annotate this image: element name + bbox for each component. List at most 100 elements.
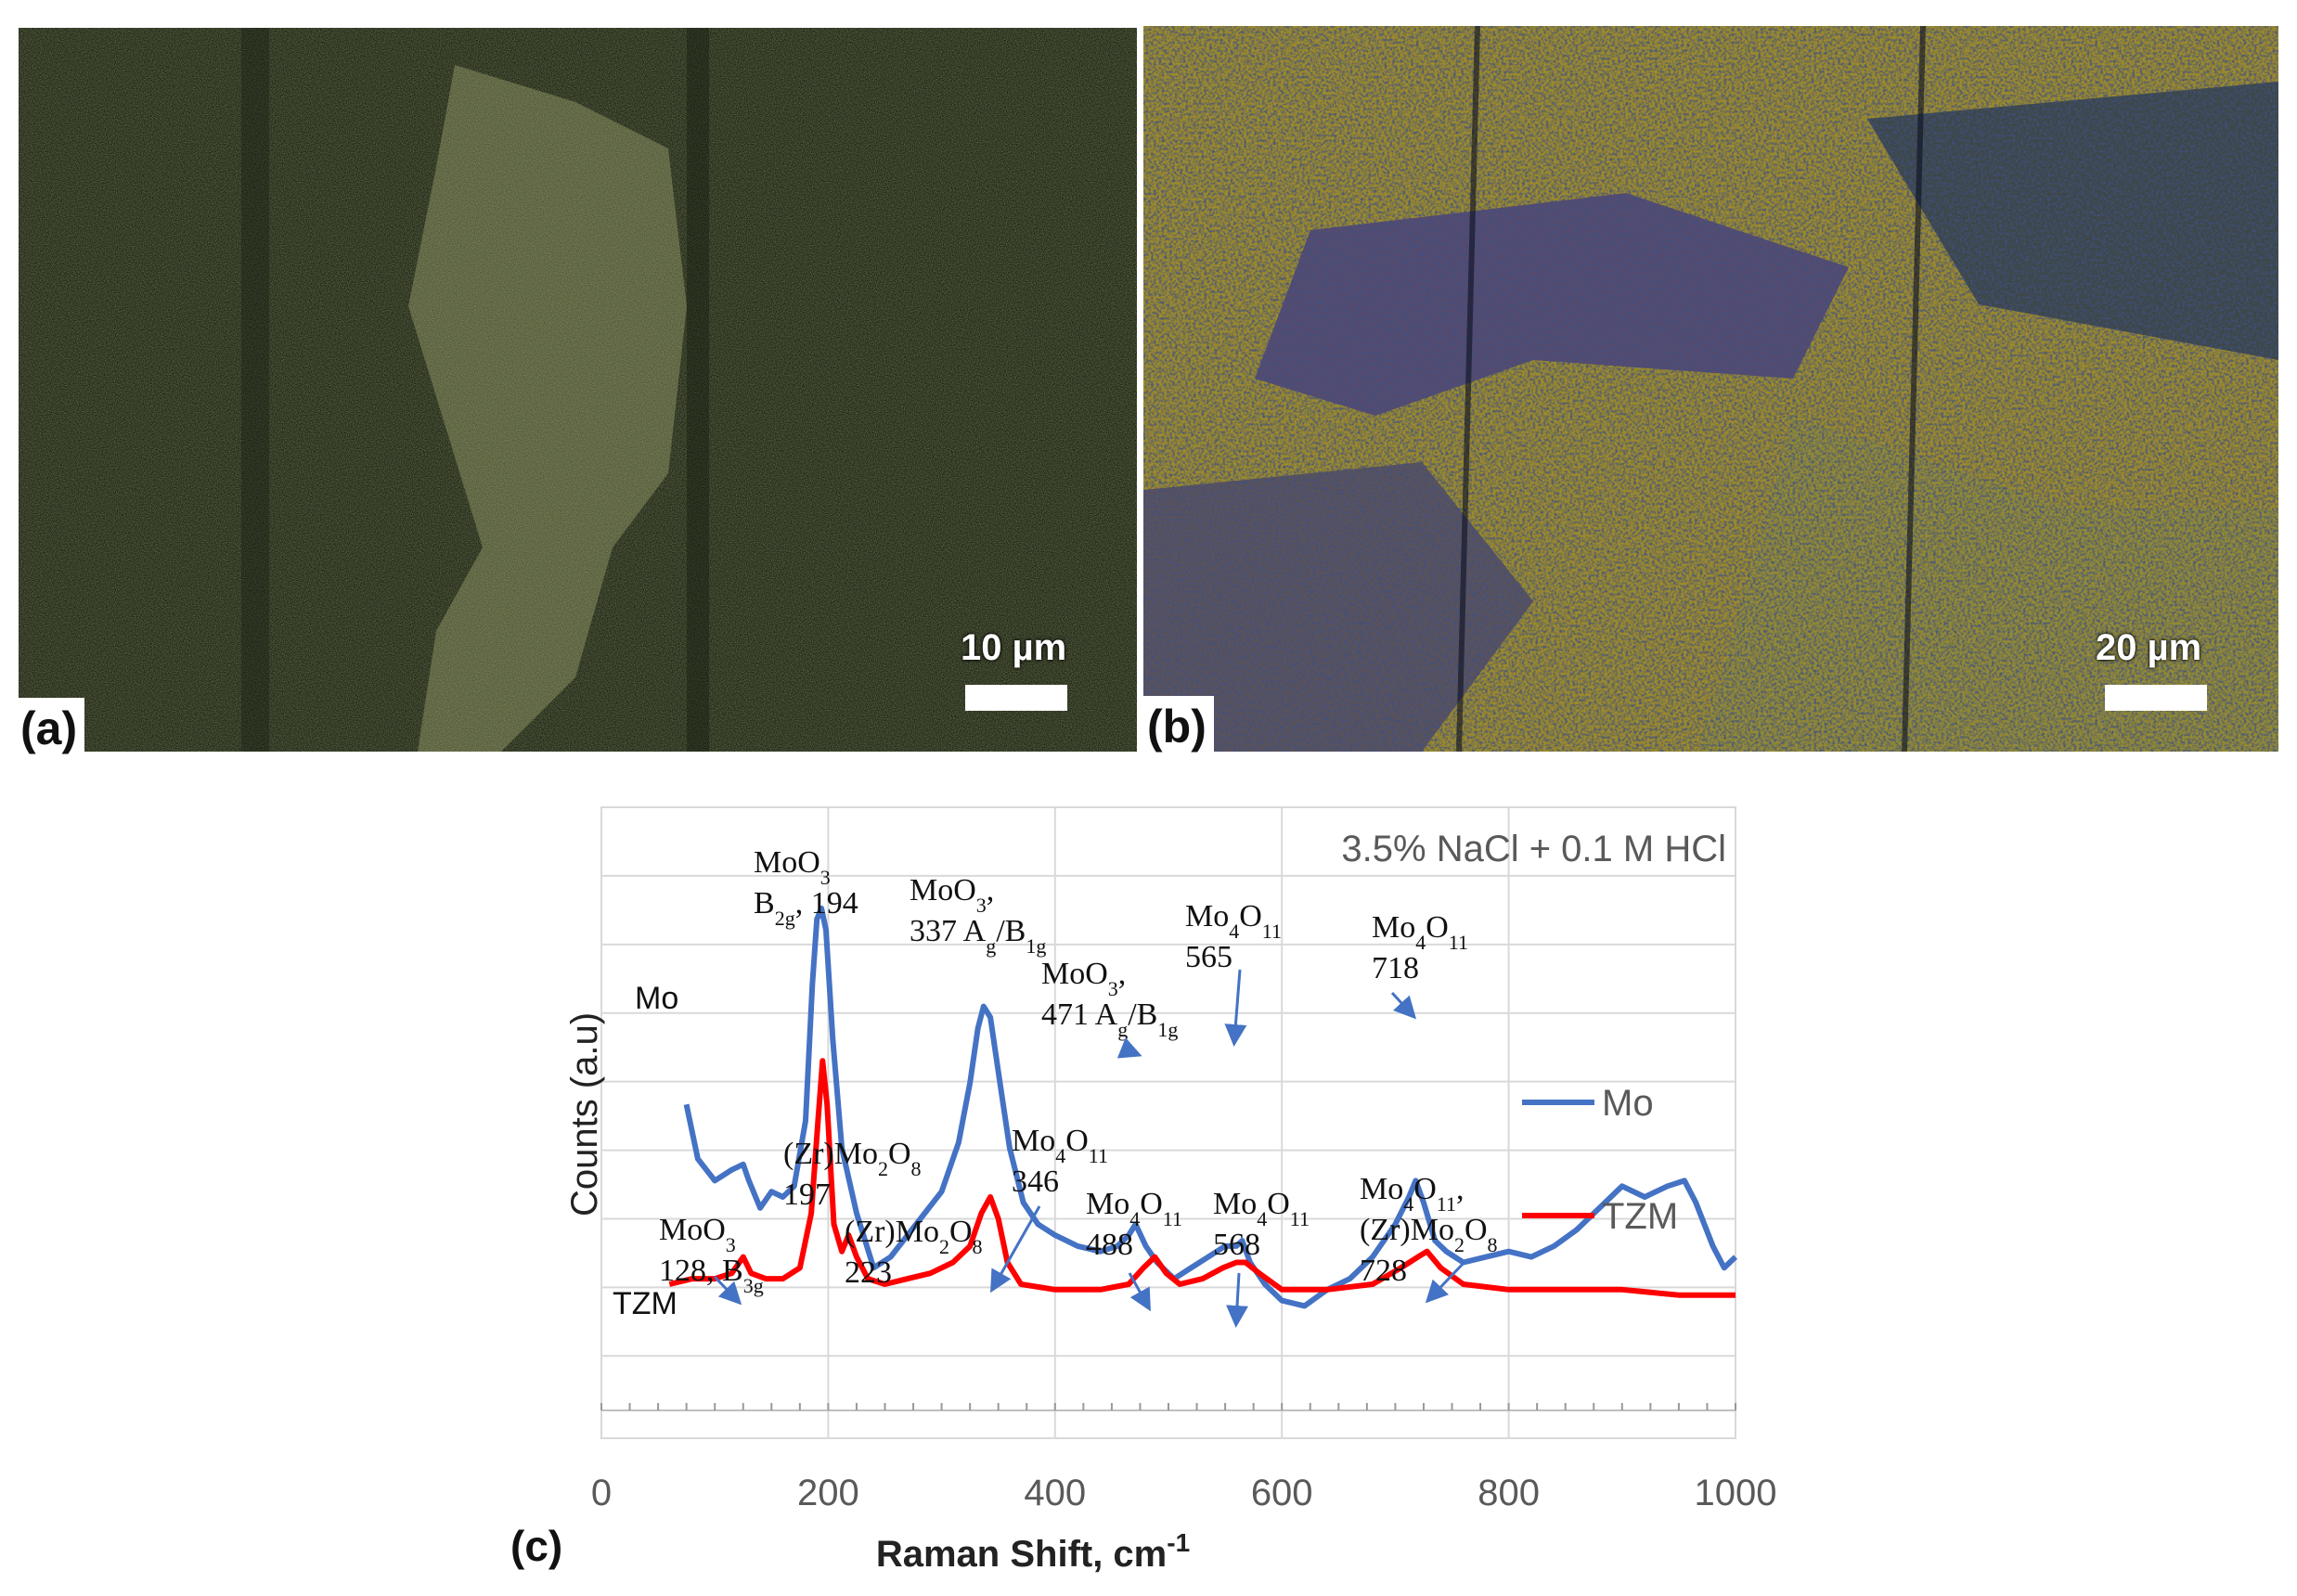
chart-condition-label: 3.5% NaCl + 0.1 M HCl [1341, 829, 1726, 869]
annotation-arrow [1425, 1258, 1468, 1304]
peak-annotation-text: 728 [1360, 1254, 1407, 1288]
peak-annotation-text: 128, B [659, 1254, 743, 1288]
curve-label-tzm: TZM [613, 1286, 677, 1321]
peak-annotation-text: 4 [1415, 931, 1426, 954]
scale-bar-a [965, 685, 1067, 711]
legend-label-tzm: TZM [1602, 1196, 1678, 1237]
x-tick-label: 1000 [1695, 1473, 1777, 1513]
panel-b-label: (b) [1140, 696, 1214, 757]
peak-annotation-text: 2 [878, 1157, 888, 1180]
peak-annotation-text: 565 [1185, 940, 1232, 974]
peak-annotation-text: 11 [1262, 920, 1282, 943]
peak-annotation-text: 4 [1129, 1207, 1140, 1230]
peak-annotation-text: 3 [1108, 977, 1118, 1000]
peak-annotation-text: B [754, 886, 775, 920]
peak-annotation-text: 8 [1488, 1233, 1498, 1256]
peak-annotation-text: , [987, 873, 995, 907]
peak-annotation-text: Mo [1360, 1172, 1403, 1206]
chart-axes: 0 200 400 600 800 1000 [591, 1403, 1777, 1513]
peak-annotation-text: g [986, 934, 996, 958]
x-tick-label: 200 [797, 1473, 859, 1513]
peak-annotation-text: O [1140, 1187, 1163, 1221]
peak-annotation-text: MoO [754, 845, 820, 880]
peak-annotation-text: 337 A [910, 914, 987, 948]
peak-annotation-text: O [949, 1215, 973, 1249]
peak-annotation: Mo4O11 718 [1372, 910, 1468, 985]
peak-annotation-text: MoO [910, 873, 976, 907]
peak-annotation-text: 11 [1290, 1207, 1310, 1230]
peak-annotation-text: O [1413, 1172, 1437, 1206]
peak-annotation-text: 2 [939, 1235, 949, 1258]
peak-annotation-text: O [1267, 1187, 1290, 1221]
peak-annotation: Mo4O11 346 [1012, 1124, 1108, 1199]
micrograph-a-image [19, 28, 1137, 752]
peak-annotation-text: Mo [1372, 910, 1415, 945]
peak-annotation: MoO3 128, B3g [659, 1213, 764, 1297]
panel-a-label: (a) [13, 698, 85, 759]
annotation-arrow [1224, 969, 1247, 1047]
peak-annotation-text: 568 [1213, 1228, 1260, 1262]
peak-annotation-text: O [1065, 1124, 1089, 1158]
peak-annotation: Mo4O11 488 [1086, 1187, 1182, 1262]
peak-annotation-text: O [1239, 899, 1262, 933]
peak-annotation-text: O [1426, 910, 1449, 945]
peak-annotation-text: Mo [1012, 1124, 1055, 1158]
peak-annotation-text: (Zr)Mo [783, 1137, 878, 1171]
panel-c-label: (c) [510, 1522, 562, 1570]
peak-annotation: MoO3, 337 Ag/B1g [910, 873, 1046, 958]
peak-annotation-text: 1g [1157, 1018, 1178, 1041]
peak-annotation-text: g [1117, 1018, 1128, 1041]
peak-annotation-text: /B [1128, 998, 1157, 1032]
y-axis-label: Counts (a.u) [564, 1012, 605, 1216]
x-axis-label: Raman Shift, cm-1 [876, 1528, 1190, 1575]
peak-annotation-text: 11 [1437, 1192, 1456, 1216]
scale-text-b: 20 µm [2096, 627, 2202, 668]
scale-text-a: 10 µm [961, 627, 1067, 668]
peak-annotation: (Zr)Mo2O8 197 [783, 1137, 922, 1212]
peak-annotation-text: 3 [820, 866, 831, 889]
peak-annotation-text: 2 [1454, 1233, 1465, 1256]
peak-annotation-text: 197 [783, 1178, 831, 1212]
peak-annotation-text: 488 [1086, 1228, 1133, 1262]
peak-annotation: Mo4O11, (Zr)Mo2O8 728 [1360, 1172, 1498, 1288]
peak-annotation-text: Mo [1086, 1187, 1129, 1221]
peak-annotation-text: 4 [1257, 1207, 1267, 1230]
peak-annotation-text: (Zr)Mo [1360, 1213, 1454, 1247]
peak-annotation-text: , [1118, 957, 1127, 991]
peak-annotation-text: 11 [1089, 1144, 1108, 1167]
annotation-arrow [990, 1205, 1041, 1294]
x-tick-label: 800 [1478, 1473, 1540, 1513]
peak-annotation: Mo4O11 565 [1185, 899, 1282, 974]
annotation-arrow [713, 1275, 742, 1306]
peak-annotation: MoO3 B2g, 194 [754, 845, 858, 930]
peak-annotation: (Zr)Mo2O8 223 [845, 1215, 983, 1290]
series-line-mo [683, 905, 1738, 1309]
peak-annotation-text: , [1456, 1172, 1465, 1206]
scale-bar-b [2105, 685, 2207, 711]
peak-annotation-text: 346 [1012, 1165, 1059, 1199]
peak-annotation-text: , 194 [795, 886, 858, 920]
peak-annotation-text: 4 [1229, 920, 1239, 943]
peak-annotation-text: O [888, 1137, 911, 1171]
peak-annotation-text: 223 [845, 1255, 892, 1290]
peak-annotation: MoO3, 471 Ag/B1g [1041, 957, 1178, 1041]
peak-annotation-text: O [1465, 1213, 1488, 1247]
peak-annotation-text: 3 [976, 894, 987, 917]
peak-annotation-text: 718 [1372, 951, 1419, 985]
annotation-arrow [1226, 1272, 1248, 1328]
annotation-arrow [1390, 991, 1417, 1020]
curve-label-mo: Mo [635, 981, 678, 1016]
peak-annotation-text: 8 [911, 1157, 922, 1180]
peak-annotation-text: MoO [1041, 957, 1108, 991]
peak-annotation-text: 1g [1026, 934, 1046, 958]
micrograph-a [19, 28, 1137, 752]
peak-annotation: Mo4O11 568 [1213, 1187, 1310, 1262]
annotation-arrow [1128, 1272, 1151, 1312]
peak-annotation-text: 3g [743, 1274, 764, 1297]
x-axis-label-sup: -1 [1167, 1528, 1190, 1557]
peak-annotation-text: (Zr)Mo [845, 1215, 939, 1249]
peak-annotation-text: Mo [1185, 899, 1229, 933]
peak-annotation-text: 8 [973, 1235, 983, 1258]
